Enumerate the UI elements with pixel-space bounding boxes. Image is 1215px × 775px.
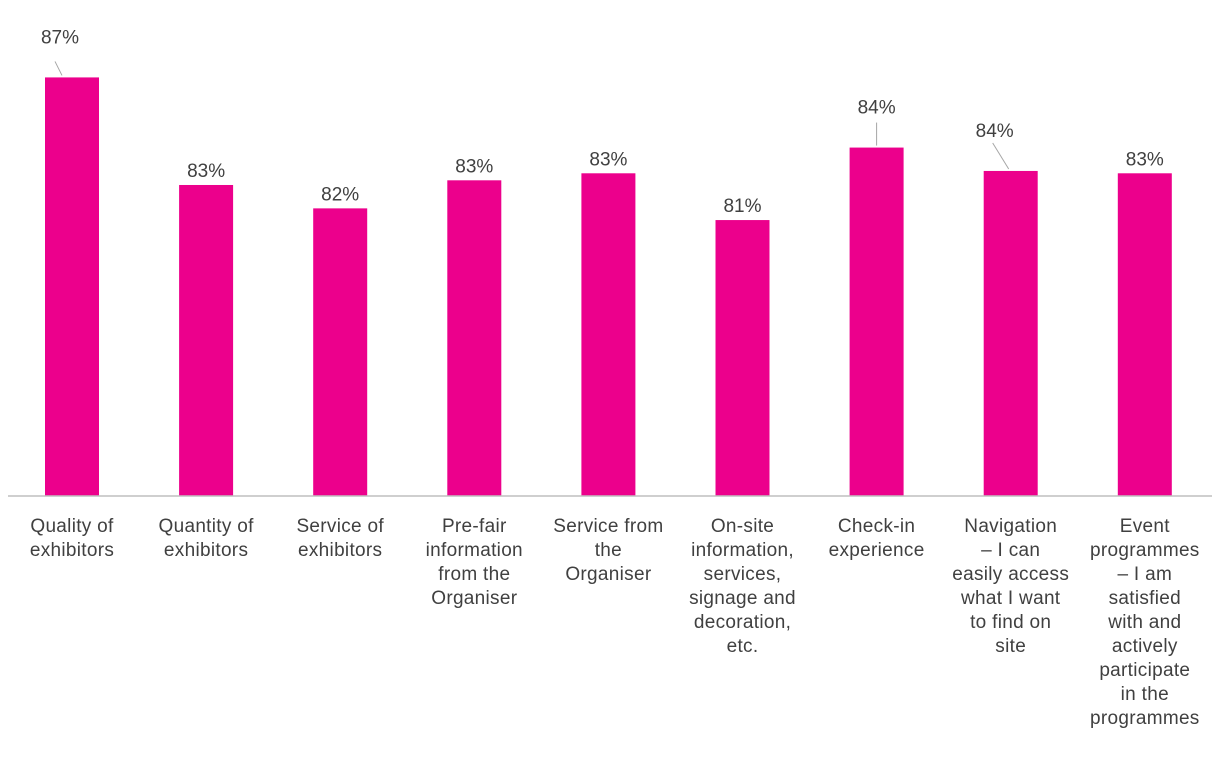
category-label-line: information — [425, 540, 523, 561]
bar-4 — [447, 180, 502, 497]
leader-lines-group — [54, 61, 1010, 170]
bar-6 — [715, 220, 770, 497]
category-label-line: On-site — [710, 516, 775, 537]
category-label-7: Check-in experience — [810, 515, 944, 563]
bar-7 — [849, 147, 904, 497]
category-label-line: experience — [828, 540, 925, 561]
category-label-line: programmes — [1089, 708, 1200, 729]
data-label-4: 83% — [455, 156, 493, 177]
category-label-1: Quality of exhibitors — [5, 515, 139, 563]
category-label-line: – I am — [1117, 564, 1173, 585]
bar-1 — [45, 77, 99, 497]
bar-2 — [179, 184, 234, 496]
category-label-2: Quantity of exhibitors — [139, 515, 273, 563]
leader-line-8 — [992, 142, 1010, 170]
category-label-4: Pre-fair information from the Organiser — [407, 515, 541, 611]
category-label-line: in the — [1120, 684, 1169, 705]
category-label-line: etc. — [726, 636, 759, 657]
category-label-8: Navigation – I can easily access what I wan… — [944, 515, 1078, 659]
category-label-3: Service of exhibitors — [273, 515, 407, 563]
category-label-line: signage and — [689, 588, 796, 609]
category-label-line: Service of — [296, 516, 384, 537]
data-label-7: 84% — [858, 98, 896, 119]
category-label-5: Service from the Organiser — [541, 515, 675, 587]
category-label-line: actively — [1111, 636, 1178, 657]
category-label-line: Pre-fair — [441, 516, 507, 537]
data-labels-group: 87% 83% 82% 83% 83% 81% 84% 84% 83% — [41, 27, 1164, 217]
bar-3 — [313, 208, 368, 496]
category-label-line: Organiser — [565, 564, 652, 585]
category-label-line: Navigation — [964, 516, 1058, 537]
bars-group — [45, 77, 1172, 497]
data-label-8: 84% — [976, 121, 1014, 142]
category-label-line: Quality of — [30, 516, 114, 537]
category-label-line: easily access — [952, 564, 1070, 585]
data-label-5: 83% — [589, 149, 627, 170]
bar-9 — [1117, 173, 1172, 497]
category-label-line: decoration, — [693, 612, 792, 633]
category-label-line: exhibitors — [29, 540, 115, 561]
bar-8 — [983, 170, 1038, 496]
category-label-line: information, — [691, 540, 794, 561]
category-label-line: with and — [1108, 612, 1182, 633]
data-label-2: 83% — [187, 161, 225, 182]
leader-line-1 — [54, 61, 63, 76]
category-label-line: programmes — [1089, 540, 1200, 561]
category-label-line: Organiser — [431, 588, 518, 609]
category-label-line: what I want — [960, 588, 1061, 609]
category-label-line: Service from — [553, 516, 664, 537]
category-label-6: On-site information, services, signage and d… — [676, 515, 810, 659]
category-label-line: – I can — [981, 540, 1041, 561]
category-label-line: services, — [703, 564, 782, 585]
category-label-line: to find on — [970, 612, 1052, 633]
category-label-line: Check-in — [837, 516, 916, 537]
category-label-line: site — [995, 636, 1027, 657]
category-label-line: satisfied — [1108, 588, 1181, 609]
category-label-line: Quantity of — [158, 516, 254, 537]
data-label-6: 81% — [723, 196, 761, 217]
category-label-line: the — [594, 540, 623, 561]
category-label-line: from the — [438, 564, 511, 585]
category-label-line: participate — [1099, 660, 1191, 681]
data-label-9: 83% — [1126, 149, 1164, 170]
category-label-line: Event — [1119, 516, 1170, 537]
data-label-3: 82% — [321, 184, 359, 205]
category-label-9: Event programmes – I am satisfied with and ac… — [1078, 515, 1212, 731]
bar-5 — [581, 173, 636, 497]
category-label-line: exhibitors — [163, 540, 249, 561]
category-label-line: exhibitors — [298, 540, 383, 561]
data-label-1: 87% — [41, 27, 79, 48]
